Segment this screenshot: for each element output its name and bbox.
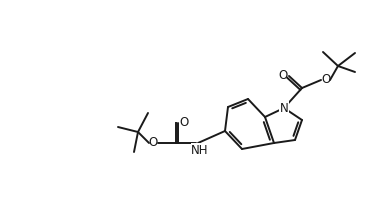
Text: O: O xyxy=(148,136,158,148)
Text: O: O xyxy=(278,68,288,82)
Text: NH: NH xyxy=(191,143,209,157)
Text: O: O xyxy=(179,116,189,128)
Text: N: N xyxy=(280,102,288,114)
Text: O: O xyxy=(321,73,331,85)
